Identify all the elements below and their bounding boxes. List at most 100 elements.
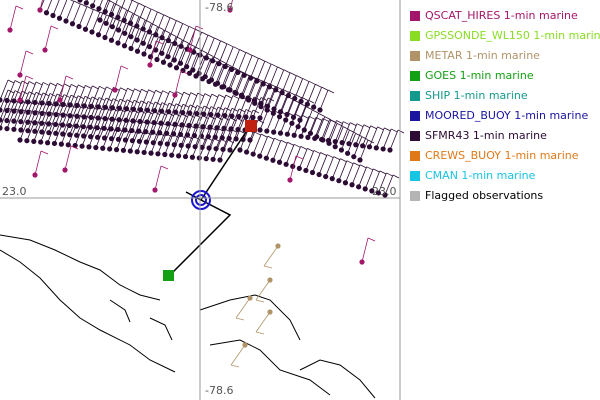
- barb-staff: [116, 129, 125, 150]
- barb-dot: [81, 133, 87, 139]
- barb-staff: [256, 60, 266, 82]
- barb-flag: [160, 111, 167, 116]
- barb-dot: [134, 149, 140, 155]
- barb-staff: [228, 69, 237, 90]
- barb-staff: [132, 120, 141, 141]
- barb-flag: [117, 128, 124, 133]
- barb-dot: [25, 128, 31, 134]
- barb-dot: [243, 149, 250, 155]
- barb-flag: [176, 20, 183, 24]
- barb-flag: [119, 98, 127, 103]
- barb-flag: [49, 102, 56, 107]
- barb-dot: [213, 146, 219, 152]
- barb-dot: [100, 145, 106, 151]
- barb-dot: [0, 125, 3, 131]
- barb-dot: [172, 40, 178, 47]
- barb-staff: [243, 55, 253, 76]
- barb-staff: [143, 33, 153, 55]
- barb-flag: [168, 122, 175, 127]
- barb-flag: [281, 92, 288, 97]
- barb-flag: [182, 39, 189, 44]
- barb-flag: [312, 109, 319, 114]
- barb-flag: [28, 91, 36, 96]
- barb-flag: [255, 299, 265, 303]
- barb-staff: [139, 101, 149, 122]
- barb-dot: [276, 159, 283, 165]
- barb-staff: [221, 66, 231, 88]
- barb-staff: [199, 34, 209, 56]
- barb-flag: [124, 129, 131, 134]
- barb-staff: [111, 118, 120, 139]
- barb-staff: [20, 81, 30, 102]
- barb-staff: [389, 129, 399, 151]
- barb-staff: [52, 0, 60, 16]
- barb-staff: [310, 113, 319, 134]
- barb-staff: [224, 95, 234, 116]
- barb-flag: [326, 154, 334, 158]
- barb-staff: [85, 9, 94, 30]
- barb-staff: [293, 115, 303, 136]
- lat-label-right: 23.0: [372, 185, 397, 198]
- barb-flag: [154, 101, 162, 106]
- barb-flag: [392, 174, 400, 179]
- barb-staff: [192, 137, 201, 158]
- barb-flag: [315, 117, 323, 121]
- barb-dot: [108, 136, 115, 142]
- barb-flag: [176, 91, 183, 96]
- barb-flag: [163, 29, 170, 34]
- barb-staff: [187, 114, 196, 136]
- barb-dot: [349, 182, 355, 188]
- barb-flag: [111, 107, 119, 112]
- barb-dot: [79, 143, 85, 149]
- barb-dot: [257, 115, 263, 121]
- barb-dot: [252, 100, 258, 106]
- barb-flag: [167, 112, 174, 117]
- barb-flag: [336, 120, 343, 124]
- barb-dot: [83, 0, 89, 6]
- barb-flag: [105, 116, 112, 121]
- barb-staff: [123, 0, 133, 21]
- barb-staff: [229, 129, 239, 151]
- barb-staff: [252, 97, 262, 118]
- barb-staff: [20, 101, 30, 122]
- barb-flag: [299, 102, 307, 107]
- barb-flag: [196, 125, 203, 130]
- barb-staff: [316, 116, 326, 137]
- barb-staff: [202, 106, 212, 127]
- barb-flag: [283, 69, 290, 74]
- barb-flag: [63, 104, 70, 108]
- barb-flag: [349, 122, 357, 126]
- barb-staff: [19, 119, 29, 141]
- barb-flag: [239, 49, 246, 53]
- barb-staff: [62, 113, 72, 135]
- barb-flag: [35, 101, 42, 106]
- barb-flag: [103, 127, 111, 131]
- barb-staff: [27, 92, 37, 113]
- barb-staff: [129, 130, 139, 152]
- barb-flag: [134, 88, 141, 93]
- barb-dot: [103, 20, 109, 26]
- barb-flag: [140, 120, 147, 125]
- barb-staff: [224, 46, 234, 67]
- barb-flag: [308, 80, 316, 85]
- barb-staff: [137, 31, 146, 52]
- barb-dot: [227, 87, 233, 93]
- barb-staff: [119, 88, 128, 109]
- barb-staff: [62, 84, 72, 105]
- barb-dot: [287, 177, 293, 183]
- barb-staff: [201, 127, 211, 148]
- barb-flag: [219, 59, 226, 64]
- barb-staff: [27, 102, 37, 123]
- barb-dot: [122, 30, 128, 36]
- barb-staff: [118, 9, 127, 31]
- barb-flag: [62, 123, 69, 127]
- barb-flag: [366, 166, 373, 171]
- legend-swatch: [410, 191, 420, 201]
- barb-staff: [313, 86, 323, 108]
- barb-flag: [14, 100, 22, 104]
- barb-staff: [189, 92, 199, 114]
- legend-label: MOORED_BUOY 1-min marine: [425, 109, 588, 122]
- barb-flag: [175, 36, 183, 41]
- barb-staff: [272, 93, 282, 114]
- barb-dot: [357, 157, 363, 163]
